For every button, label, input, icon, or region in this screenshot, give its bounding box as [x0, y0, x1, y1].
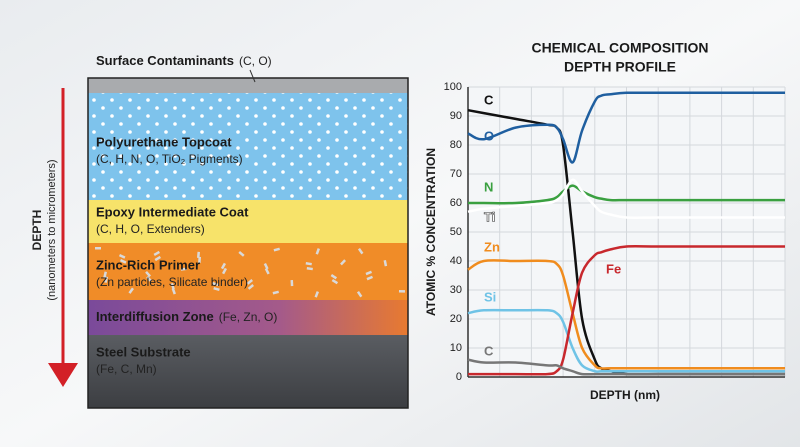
zinc-flake [213, 286, 220, 292]
zinc-flake [198, 256, 201, 263]
zinc-flake [247, 284, 254, 290]
series-label: C [484, 343, 494, 358]
depth-label: DEPTH [30, 210, 44, 251]
series-line [467, 178, 785, 219]
y-axis-label: ATOMIC % CONCENTRATION [424, 148, 438, 316]
zinc-flake [272, 290, 280, 295]
depth-sublabel: (nanometers to micrometers) [46, 159, 58, 300]
zinc-flake [340, 259, 347, 266]
series-label: C [484, 92, 494, 107]
series-label: N [484, 179, 493, 194]
layer-name: Surface Contaminants [96, 53, 234, 68]
zinc-flake [315, 248, 320, 255]
y-tick-label: 30 [450, 284, 462, 296]
y-tick-label: 60 [450, 197, 462, 209]
zinc-flake [128, 287, 135, 294]
zinc-flake [196, 251, 200, 258]
layer-diagram: DEPTH (nanometers to micrometers) Surfac… [30, 53, 409, 409]
zinc-flake [104, 276, 108, 283]
zinc-flake [290, 280, 294, 287]
y-tick-label: 10 [450, 342, 462, 354]
contaminant-layer [88, 78, 408, 93]
zinc-flake [357, 248, 364, 255]
layer-detail: (Fe, C, Mn) [96, 362, 157, 376]
series-line [467, 259, 785, 370]
zinc-flake [366, 275, 373, 281]
zinc-flake [263, 263, 269, 270]
chart-title: CHEMICAL COMPOSITION [531, 40, 708, 56]
zinc-flake [220, 262, 226, 270]
pigment-dots [88, 93, 408, 200]
y-tick-label: 90 [450, 110, 462, 122]
y-tick-label: 70 [450, 168, 462, 180]
layer-label: Surface Contaminants (C, O) [96, 53, 272, 68]
zinc-flake [221, 267, 227, 275]
layer-detail: (C, O) [239, 54, 272, 68]
zinc-flake [331, 278, 339, 285]
zinc-flake [170, 283, 175, 290]
layer-detail: (Fe, Zn, O) [219, 310, 278, 324]
chart-title: DEPTH PROFILE [564, 59, 676, 75]
zinc-flake [383, 260, 388, 267]
zinc-flake [398, 290, 405, 293]
zinc-flake [305, 262, 312, 266]
zinc-flake [273, 247, 280, 252]
layer-frame [87, 77, 409, 409]
zinc-flake [330, 273, 338, 280]
layer-detail: (Zn particles, Silicate binder) [96, 275, 248, 289]
layer-name: Steel Substrate [96, 344, 191, 359]
series-label: Zn [484, 239, 500, 254]
zinc-flake [103, 271, 107, 278]
layer-detail: (C, H, N, O, TiO₂ Pigments) [96, 152, 243, 166]
layer-name: Polyurethane Topcoat [96, 134, 232, 149]
interdiffusion-layer [88, 300, 408, 335]
zinc-flake [306, 266, 313, 271]
layer-label: Interdiffusion Zone (Fe, Zn, O) [96, 309, 277, 324]
zinc-flake [365, 270, 372, 276]
zinc-flake [171, 288, 176, 295]
zinc-flake [264, 268, 270, 275]
zinc-flake [314, 291, 319, 298]
series-label: Si [484, 289, 496, 304]
zinc-flake [118, 253, 126, 259]
y-tick-label: 50 [450, 226, 462, 238]
y-tick-label: 100 [444, 81, 462, 93]
layer-name: Interdiffusion Zone [96, 309, 214, 324]
y-tick-label: 40 [450, 255, 462, 267]
series-line [468, 245, 785, 376]
y-tick-label: 20 [450, 313, 462, 325]
x-axis-label: DEPTH (nm) [590, 388, 660, 402]
zinc-flake [246, 279, 253, 285]
zinc-flake [146, 276, 153, 283]
layer-detail: (C, H, O, Extenders) [96, 222, 205, 236]
series-label: Fe [606, 261, 621, 276]
layer-name: Zinc-Rich Primer [96, 257, 200, 272]
y-tick-label: 80 [450, 139, 462, 151]
zinc-flake [145, 270, 152, 278]
zinc-flake [180, 267, 188, 271]
zinc-flake [119, 259, 127, 264]
epoxy-layer [88, 200, 408, 243]
series-line [467, 308, 785, 373]
zinc-flake [95, 247, 101, 250]
series-line [467, 358, 785, 376]
y-tick-label: 0 [456, 371, 462, 383]
zinc-flake [154, 255, 162, 262]
primer-layer [88, 243, 408, 300]
layer-name: Epoxy Intermediate Coat [96, 204, 249, 219]
zinc-flake [356, 291, 363, 298]
pointer [249, 69, 256, 83]
steel-layer [88, 335, 408, 408]
series-label: O [484, 128, 494, 143]
zinc-flake [238, 250, 245, 257]
zinc-flake [212, 282, 219, 287]
series-line [467, 91, 785, 164]
series-label: Ti [484, 209, 495, 224]
zinc-flake [153, 250, 160, 256]
